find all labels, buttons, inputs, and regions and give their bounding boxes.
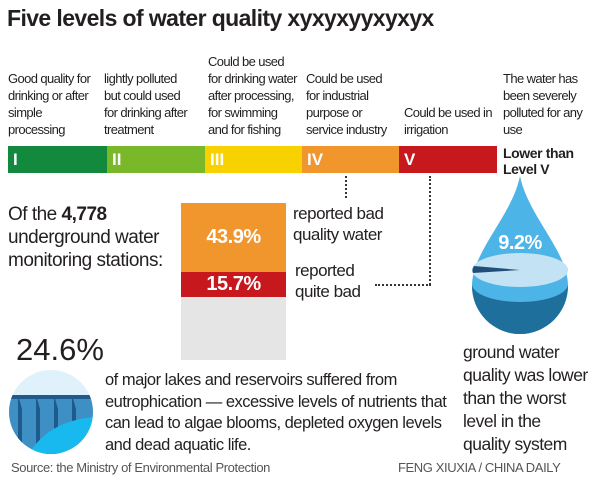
quite-bad-label: reported quite bad (295, 261, 361, 301)
page-title: Five levels of water quality xyxyxyyxyxy… (7, 5, 434, 31)
level-1-description: Good quality for drinking or after simpl… (8, 71, 91, 137)
stations-text: Of the 4,778 underground water monitorin… (8, 203, 178, 272)
level-3-description: Could be used for drinking water after p… (208, 54, 298, 137)
level-2-description: lightly polluted but could used for drin… (104, 71, 188, 137)
level-1-segment: I (8, 146, 107, 173)
level-5-description: Could be used in irrigation (404, 105, 493, 137)
stations-prefix: Of the (8, 204, 62, 225)
quite-bad-bar: 15.7% (181, 272, 286, 297)
credit-text: FENG XIUXIA / CHINA DAILY (398, 460, 561, 475)
drop-label: ground water quality was lower than the … (463, 342, 588, 454)
connector-line-v (429, 176, 431, 285)
bad-bar: 43.9% (181, 203, 286, 272)
level-4-segment: IV (302, 146, 399, 173)
connector-line-iv (345, 176, 347, 198)
remainder-bar (181, 297, 286, 360)
drop-value: 9.2% (498, 232, 542, 254)
level-5-segment: V (399, 146, 497, 173)
level-3-segment: III (205, 146, 302, 173)
level-2-segment: II (107, 146, 205, 173)
lake-icon (9, 370, 93, 454)
connector-line-v-horizontal (375, 284, 431, 286)
water-drop-icon (472, 176, 568, 334)
below-v-description: The water has been severely polluted for… (503, 71, 583, 137)
lower-than-v-label: Lower than Level V (503, 145, 574, 177)
stations-suffix: underground water monitoring stations: (8, 227, 163, 271)
lakes-description: of major lakes and reservoirs suffered f… (105, 371, 447, 454)
lakes-value: 24.6% (16, 332, 104, 367)
level-4-description: Could be used for industrial purpose or … (306, 71, 387, 137)
stations-count: 4,778 (61, 204, 108, 225)
source-text: Source: the Ministry of Environmental Pr… (11, 460, 270, 475)
bad-label: reported bad quality water (293, 204, 384, 244)
